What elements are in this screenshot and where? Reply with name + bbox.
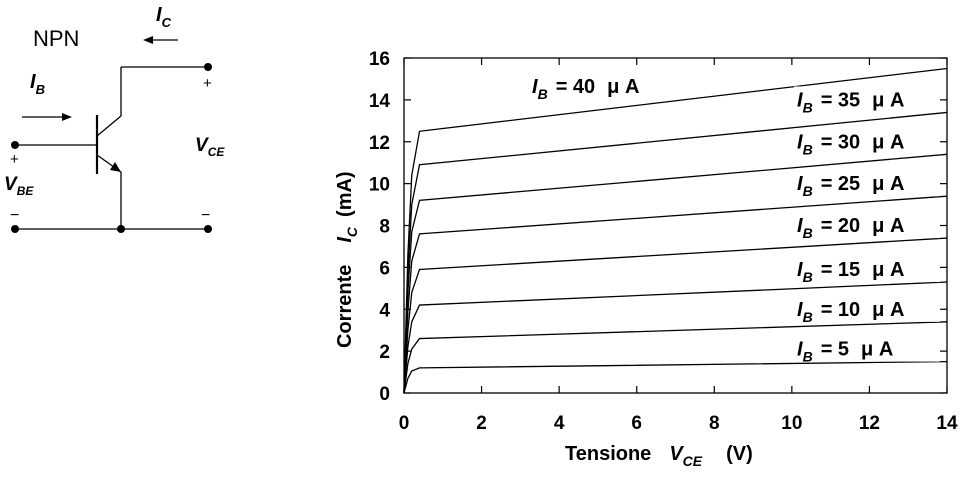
- series-curves: [403, 67, 948, 394]
- base-terminal: [11, 141, 19, 149]
- ib-arrowhead-icon: [62, 113, 72, 121]
- emitter-arrowhead-icon: [110, 162, 121, 172]
- series-line: [403, 321, 948, 394]
- x-tick-label: 6: [631, 413, 642, 434]
- vbe-plus: +: [10, 151, 19, 168]
- vce-minus: −: [201, 207, 210, 224]
- x-tick-label: 2: [476, 413, 487, 434]
- emitter-node: [117, 225, 125, 233]
- y-tick-label: 16: [369, 49, 390, 70]
- series-label-bg: [794, 256, 940, 283]
- series-label: IB = 20 μ A: [797, 215, 904, 241]
- series-label: IB = 35 μ A: [797, 89, 904, 115]
- ic-arrowhead-icon: [143, 36, 153, 44]
- x-tick-label: 12: [859, 413, 880, 434]
- collector-terminal: [204, 63, 212, 71]
- circuit-label: NPN: [33, 26, 79, 51]
- vce-plus: +: [203, 75, 212, 92]
- series-label-bg: [794, 335, 940, 362]
- series-line: [403, 281, 948, 394]
- base-ground-terminal: [11, 225, 19, 233]
- y-tick-label: 4: [379, 300, 390, 321]
- vce-label: VCE: [195, 135, 225, 159]
- vbe-label: VBE: [4, 174, 34, 198]
- y-axis-label: CorrenteIC(mA): [334, 171, 360, 348]
- y-ticks: 0 2 4 6 8 10 12 14 16: [369, 49, 947, 405]
- x-tick-label: 4: [554, 413, 565, 434]
- series-label-bg: [794, 295, 940, 322]
- y-tick-label: 6: [379, 258, 390, 279]
- x-axis-label: Tensione VCE (V): [565, 443, 753, 469]
- series-label: IB = 30 μ A: [797, 131, 904, 157]
- y-tick-label: 0: [379, 384, 390, 405]
- y-tick-label: 14: [369, 91, 391, 112]
- y-tick-label: 2: [379, 342, 390, 363]
- x-tick-label: 8: [709, 413, 720, 434]
- ib-label: IB: [30, 71, 45, 97]
- x-tick-label: 14: [936, 413, 958, 434]
- ic-label: IC: [156, 4, 172, 30]
- series-label-bg: [794, 170, 940, 197]
- y-tick-label: 12: [369, 133, 390, 154]
- y-tick-label: 8: [379, 217, 390, 238]
- series-label-bg: [794, 128, 940, 155]
- series-line: [403, 67, 948, 394]
- series-line: [403, 360, 948, 394]
- x-ticks: 0 2 4 6 8 10 12 14: [399, 58, 958, 434]
- series-label: IB = 10 μ A: [797, 299, 904, 325]
- series-label-bg: [794, 86, 940, 113]
- y-tick-label: 10: [369, 175, 390, 196]
- series-label-bg: [529, 73, 675, 99]
- series-label: IB = 40 μ A: [532, 76, 639, 102]
- vbe-minus: −: [10, 207, 19, 224]
- x-tick-label: 0: [399, 413, 410, 434]
- emitter-terminal: [204, 225, 212, 233]
- series-label: IB = 15 μ A: [797, 259, 904, 285]
- x-tick-label: 10: [781, 413, 802, 434]
- npn-circuit: NPN IC IB + − + − VCE VBE: [4, 4, 225, 233]
- series-label-bg: [794, 212, 940, 239]
- series-label: IB = 25 μ A: [797, 173, 904, 199]
- collector-leg: [96, 115, 122, 137]
